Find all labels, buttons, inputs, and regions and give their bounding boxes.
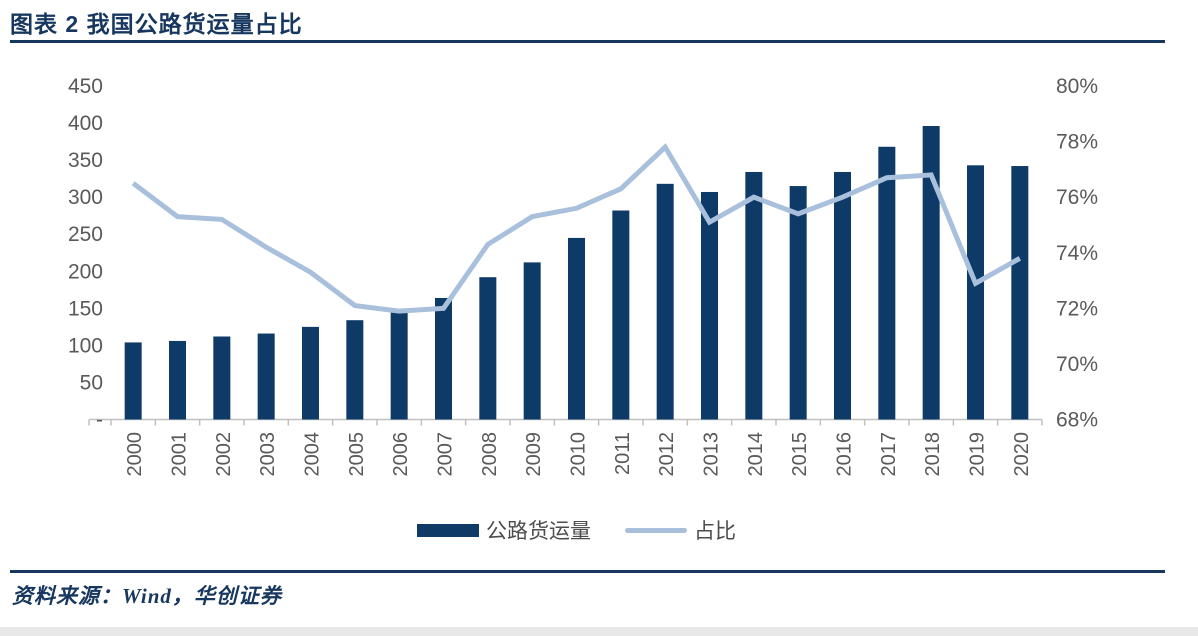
x-axis-label: 2007: [435, 432, 457, 477]
freight-volume-bar: [834, 171, 851, 420]
y-axis-left-label: 350: [68, 149, 103, 172]
y-axis-left-label: 100: [68, 334, 103, 357]
freight-volume-bar: [435, 297, 452, 420]
y-axis-right-label: 72%: [1056, 297, 1098, 320]
figure-title: 图表 2 我国公路货运量占比: [10, 11, 303, 37]
y-axis-left-label: 450: [68, 75, 103, 98]
freight-volume-bar: [922, 126, 940, 420]
y-axis-left-label: 300: [68, 186, 103, 209]
freight-volume-bar: [169, 340, 186, 420]
x-axis-label: 2014: [745, 432, 767, 477]
y-axis-right-label: 76%: [1056, 186, 1098, 209]
freight-volume-bar: [124, 342, 142, 420]
y-axis-right-label: 68%: [1056, 409, 1098, 432]
freight-volume-bar: [745, 171, 763, 420]
x-axis-label: 2003: [257, 432, 279, 477]
freight-volume-bar: [302, 326, 319, 420]
y-axis-left-label: 250: [68, 223, 103, 246]
y-axis-left-label: 200: [68, 260, 103, 283]
freight-volume-bar: [390, 311, 408, 420]
freight-volume-bar: [213, 336, 231, 420]
x-axis-label: 2016: [834, 432, 856, 477]
freight-volume-bar: [656, 183, 674, 420]
x-axis-label: 2015: [789, 432, 811, 477]
freight-volume-bar: [701, 191, 718, 420]
legend-label: 占比: [694, 520, 736, 543]
x-axis-label: 2013: [701, 432, 723, 477]
x-axis-label: 2012: [656, 432, 678, 477]
line-series-swatch-icon: [625, 527, 687, 533]
x-axis-label: 2002: [213, 432, 235, 477]
x-axis-label: 2006: [390, 432, 412, 477]
x-axis-label: 2008: [479, 432, 501, 477]
freight-volume-bar: [568, 237, 585, 420]
x-axis-label: 2009: [523, 432, 545, 477]
freight-volume-bar: [346, 320, 364, 420]
freight-volume-bar: [523, 262, 541, 420]
freight-volume-bar: [612, 210, 630, 420]
footer-rule: [10, 570, 1165, 573]
bar-series-swatch-icon: [417, 523, 479, 537]
source-attribution: 资料来源：Wind，华创证券: [12, 584, 282, 608]
freight-volume-bar: [257, 333, 275, 420]
x-axis-label: 2000: [124, 432, 146, 477]
x-axis-label: 2001: [169, 432, 191, 477]
y-axis-left-label: 50: [80, 371, 103, 394]
x-axis-label: 2005: [346, 432, 368, 477]
freight-volume-bar: [479, 277, 497, 420]
x-axis-label: 2010: [568, 432, 590, 477]
x-axis-label: 2017: [878, 432, 900, 477]
y-axis-left-label: -: [96, 409, 103, 432]
y-axis-right-label: 78%: [1056, 131, 1098, 154]
freight-volume-bar: [1011, 166, 1029, 420]
y-axis-left-label: 400: [68, 112, 103, 135]
x-axis-label: 2020: [1011, 432, 1033, 477]
bottom-strip: [0, 627, 1198, 636]
freight-volume-bar: [878, 146, 896, 420]
share-line: [131, 143, 1022, 314]
y-axis-right-label: 80%: [1056, 75, 1098, 98]
freight-volume-bar: [967, 165, 984, 420]
chart-legend: 公路货运量 占比: [111, 515, 1042, 545]
x-axis-label: 2004: [302, 432, 324, 477]
legend-item-bar-series: 公路货运量: [417, 515, 591, 545]
x-axis-label: 2011: [612, 432, 634, 475]
freight-volume-bar: [789, 186, 807, 420]
legend-label: 公路货运量: [486, 520, 591, 543]
x-axis-label: 2018: [922, 432, 944, 477]
y-axis-left-label: 150: [68, 297, 103, 320]
x-axis-label: 2019: [967, 432, 989, 477]
legend-item-line-series: 占比: [625, 515, 736, 545]
title-underline: [10, 40, 1165, 43]
y-axis-right-label: 70%: [1056, 353, 1098, 376]
y-axis-right-label: 74%: [1056, 242, 1098, 265]
